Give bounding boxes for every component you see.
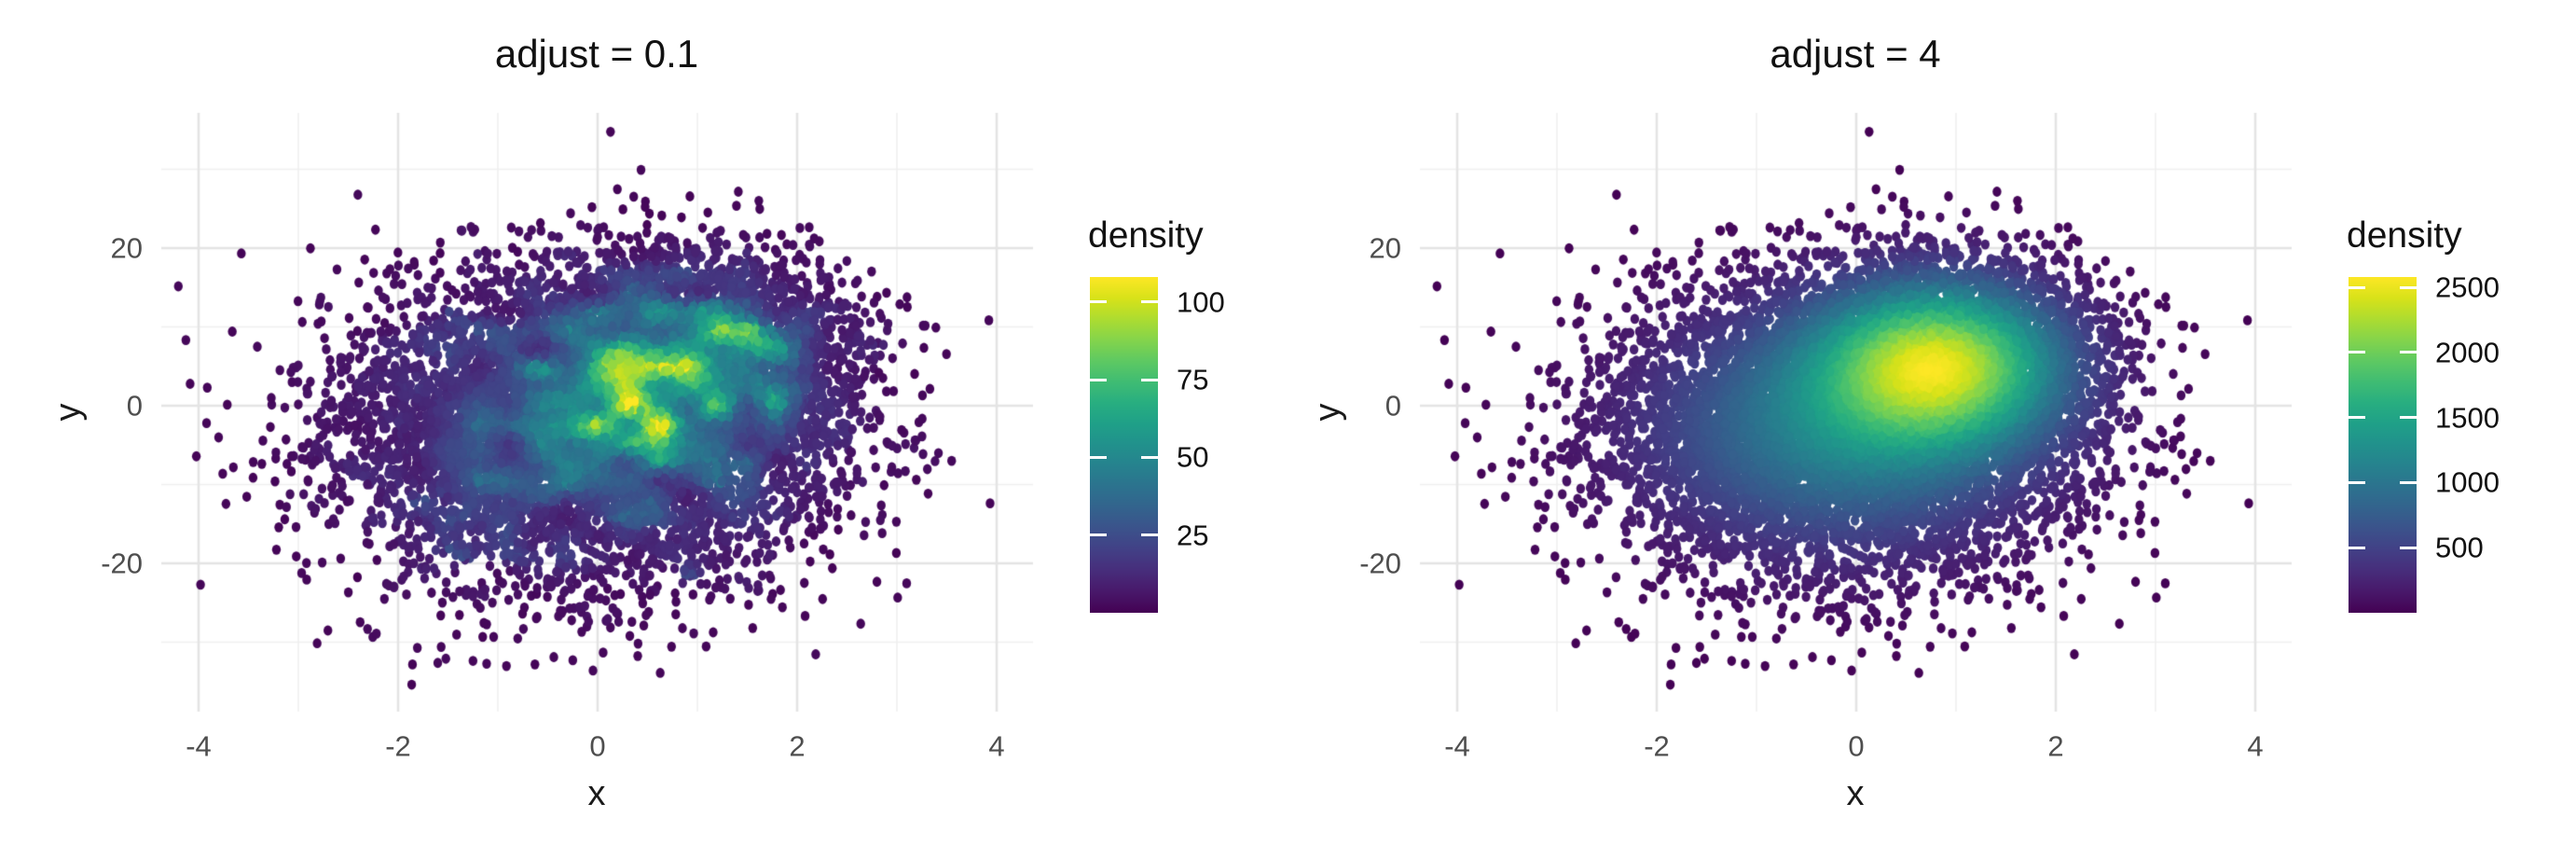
y-tick-label: -20: [101, 547, 143, 580]
x-tick-label: 4: [988, 729, 1005, 763]
colorbar-tick: [2400, 546, 2417, 549]
legend-tick-label: 75: [1177, 363, 1209, 396]
y-tick-label: 0: [1384, 389, 1401, 423]
x-tick-label: -4: [1444, 729, 1470, 763]
colorbar-tick: [2349, 416, 2365, 420]
x-tick-label: 2: [2047, 729, 2064, 763]
colorbar-tick: [2349, 546, 2365, 549]
colorbar-tick: [1090, 300, 1107, 304]
x-tick-label: 4: [2247, 729, 2264, 763]
colorbar-tick: [1141, 533, 1158, 537]
colorbar-left: [1090, 277, 1158, 613]
colorbar-tick: [2400, 285, 2417, 289]
x-tick-label: 2: [789, 729, 806, 763]
x-axis-title-left: x: [587, 774, 606, 813]
legend-tick-label: 2500: [2435, 270, 2500, 304]
colorbar-tick: [1141, 378, 1158, 381]
x-tick-label: -4: [186, 729, 212, 763]
legend-tick-label: 1000: [2435, 465, 2500, 499]
colorbar-tick: [2349, 351, 2365, 354]
colorbar-tick: [1141, 300, 1158, 304]
y-tick-label: -20: [1359, 547, 1401, 580]
legend-tick-label: 1500: [2435, 401, 2500, 435]
colorbar-tick: [1090, 378, 1107, 381]
y-tick-label: 20: [110, 231, 143, 265]
colorbar-tick: [1090, 455, 1107, 459]
legend-tick-label: 25: [1177, 519, 1209, 552]
x-tick-label: 0: [1848, 729, 1865, 763]
colorbar-tick: [1090, 533, 1107, 537]
legend-tick-label: 500: [2435, 531, 2484, 564]
colorbar-tick: [2349, 480, 2365, 484]
colorbar-tick: [2400, 351, 2417, 354]
colorbar-tick: [2349, 285, 2365, 289]
x-tick-label: 0: [589, 729, 606, 763]
legend-title-right: density: [2347, 215, 2462, 256]
plot-title-left: adjust = 0.1: [494, 32, 699, 76]
colorbar-right: [2349, 277, 2417, 613]
x-axis-title-right: x: [1846, 774, 1865, 813]
colorbar-tick: [2400, 480, 2417, 484]
x-tick-label: -2: [385, 729, 411, 763]
y-tick-label: 0: [126, 389, 143, 423]
colorbar-tick: [1141, 455, 1158, 459]
x-tick-label: -2: [1644, 729, 1670, 763]
legend-tick-label: 100: [1177, 285, 1225, 319]
plot-title-right: adjust = 4: [1770, 32, 1941, 76]
legend-tick-label: 2000: [2435, 336, 2500, 369]
colorbar-tick: [2400, 416, 2417, 420]
y-tick-label: 20: [1369, 231, 1401, 265]
legend-title-left: density: [1088, 215, 1204, 256]
legend-tick-label: 50: [1177, 440, 1209, 474]
